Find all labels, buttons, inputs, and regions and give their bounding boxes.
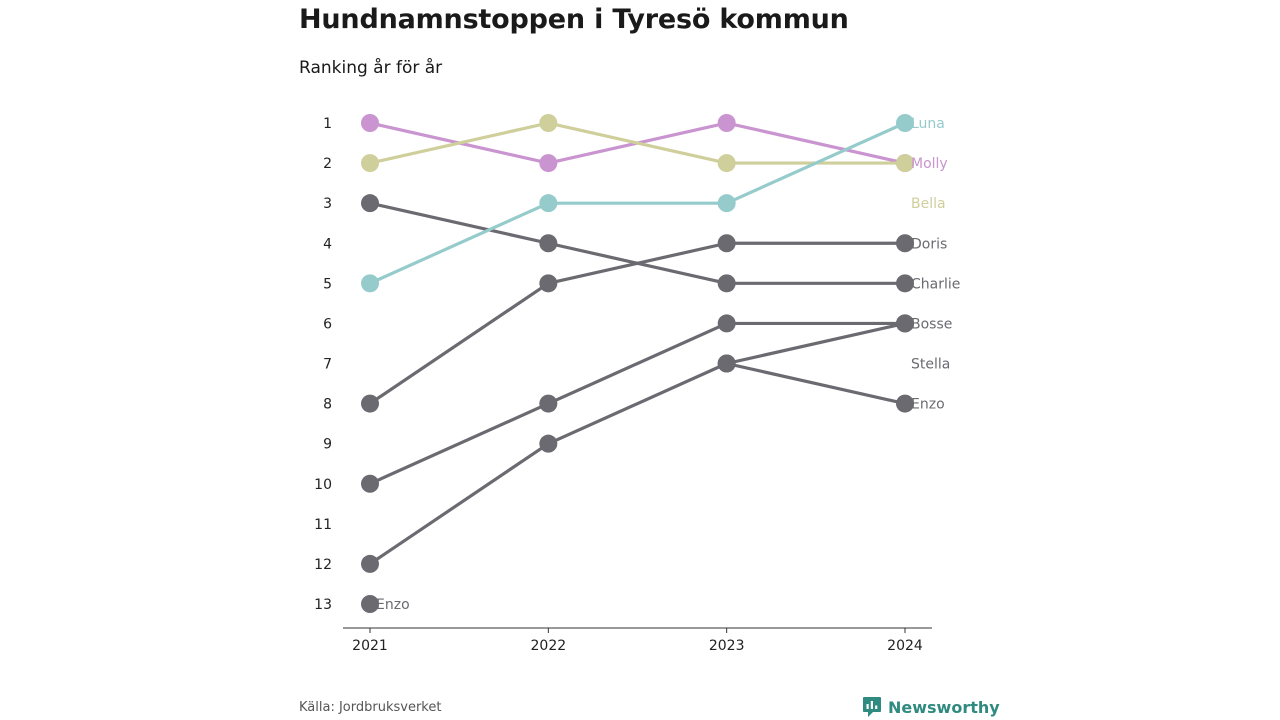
brand-logo: Newsworthy <box>862 696 1000 718</box>
series-line-doris <box>368 281 550 406</box>
end-label-luna: Luna <box>911 116 945 132</box>
y-tick-label: 4 <box>323 236 332 252</box>
end-label-molly: Molly <box>911 156 948 172</box>
data-point-luna <box>717 194 736 213</box>
end-label-stella: Stella <box>911 357 950 373</box>
y-tick-label: 6 <box>323 316 332 332</box>
series-line-bosse <box>546 321 729 406</box>
data-point-charlie <box>896 274 914 293</box>
brand-name: Newsworthy <box>888 697 1000 717</box>
data-point-charlie <box>539 234 558 253</box>
end-label-bosse: Bosse <box>911 316 952 332</box>
data-point-enzo <box>717 354 736 373</box>
data-point-stella <box>896 314 914 333</box>
data-point-bosse <box>539 394 558 413</box>
end-label-enzo: Enzo <box>911 397 945 413</box>
end-label-charlie: Charlie <box>911 276 960 292</box>
series-line-bella <box>368 121 550 165</box>
y-tick-label: 3 <box>323 196 332 212</box>
y-tick-label: 10 <box>314 477 332 493</box>
y-tick-label: 7 <box>323 357 332 373</box>
data-point-molly <box>539 154 558 173</box>
data-point-bosse <box>717 314 736 333</box>
data-point-bella <box>717 154 736 173</box>
series-line-bosse <box>368 401 550 486</box>
data-point-stella <box>361 554 379 573</box>
start-label-enzo: Enzo <box>376 597 410 613</box>
series-line-luna <box>725 121 907 205</box>
y-tick-label: 9 <box>323 437 332 453</box>
data-point-charlie <box>361 194 379 213</box>
y-tick-label: 1 <box>323 116 332 132</box>
series-line-stella <box>368 442 550 566</box>
data-point-enzo <box>896 394 914 413</box>
y-tick-label: 2 <box>323 156 332 172</box>
chart-subtitle: Ranking år för år <box>299 58 443 78</box>
data-point-doris <box>896 234 914 253</box>
x-tick-label: 2022 <box>531 638 567 654</box>
data-point-stella <box>539 434 558 453</box>
series-line-doris <box>546 241 729 285</box>
x-tick-label: 2021 <box>352 638 388 654</box>
series-line-bella <box>546 121 729 165</box>
series-line-stella <box>725 321 907 366</box>
series-line-charlie <box>368 201 550 245</box>
data-point-bella <box>896 154 914 173</box>
data-point-charlie <box>717 274 736 293</box>
end-label-doris: Doris <box>911 236 947 252</box>
series-line-stella <box>546 361 729 446</box>
y-tick-label: 12 <box>314 557 332 573</box>
y-tick-label: 5 <box>323 276 332 292</box>
x-tick-label: 2023 <box>709 638 745 654</box>
y-tick-label: 13 <box>314 597 332 613</box>
data-point-luna <box>361 274 379 293</box>
data-point-doris <box>539 274 558 293</box>
data-point-enzo <box>361 595 379 613</box>
bar-chart-logo-icon <box>863 697 881 717</box>
data-point-molly <box>361 114 379 132</box>
chart-title: Hundnamnstoppen i Tyresö kommun <box>299 4 849 35</box>
data-point-molly <box>717 114 736 132</box>
source-note: Källa: Jordbruksverket <box>299 700 442 715</box>
data-point-doris <box>361 394 379 413</box>
y-tick-label: 11 <box>314 517 332 533</box>
data-point-bosse <box>361 474 379 493</box>
data-point-luna <box>539 194 558 213</box>
end-label-bella: Bella <box>911 196 946 212</box>
series-line-molly <box>725 121 907 165</box>
data-point-doris <box>717 234 736 253</box>
x-tick-label: 2024 <box>887 638 923 654</box>
series-line-luna <box>368 201 550 285</box>
data-point-bella <box>361 154 379 173</box>
data-point-bella <box>539 114 558 132</box>
data-point-luna <box>896 114 914 132</box>
y-tick-label: 8 <box>323 397 332 413</box>
series-line-enzo <box>725 361 907 406</box>
